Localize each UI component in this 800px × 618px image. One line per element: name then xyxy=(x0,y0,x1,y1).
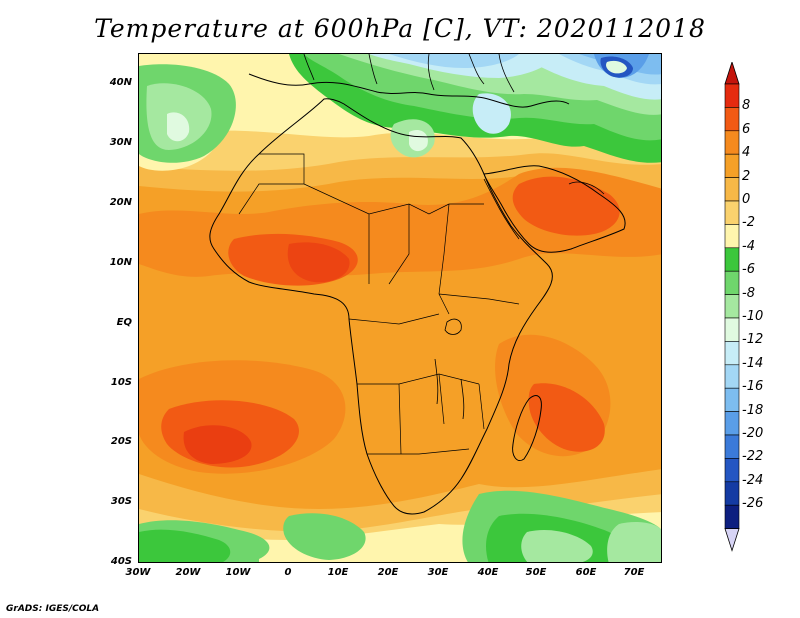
country-borders xyxy=(238,153,520,455)
hottest-south-atlantic xyxy=(183,425,252,464)
colorbar-label: -8 xyxy=(742,285,755,301)
red-sea xyxy=(483,178,520,240)
colorbar-box xyxy=(724,387,740,412)
temperature-field-map xyxy=(139,54,661,562)
lon-label-60e: 60E xyxy=(575,567,597,578)
colorbar-box xyxy=(724,224,740,249)
green-south-mid xyxy=(283,513,366,560)
lat-label-eq: EQ xyxy=(116,317,132,328)
colorbar-label: 6 xyxy=(742,121,751,137)
colorbar-box xyxy=(724,130,740,155)
lon-label-10w: 10W xyxy=(225,567,251,578)
colorbar-box xyxy=(724,481,740,506)
lightgreen-south-east xyxy=(521,529,593,562)
pale-nw-atlantic xyxy=(167,112,190,142)
colorbar-box xyxy=(724,411,740,436)
map-plot-area xyxy=(138,53,662,563)
colorbar-label: -10 xyxy=(742,309,764,324)
colorbar-box xyxy=(724,153,740,178)
colorbar-label: -2 xyxy=(742,215,755,231)
colorbar-box xyxy=(724,434,740,459)
lon-label-70e: 70E xyxy=(623,567,645,578)
colorbar-box xyxy=(724,317,740,342)
lon-label-10e: 10E xyxy=(327,567,349,578)
lightblue-europe xyxy=(389,54,519,68)
lat-label-20n: 20N xyxy=(109,197,132,208)
persian-gulf xyxy=(568,181,605,195)
colorbar-label: 0 xyxy=(742,192,751,207)
colorbar-box xyxy=(724,341,740,366)
lat-label-10s: 10S xyxy=(110,377,132,388)
colorbar-label: -6 xyxy=(742,262,755,278)
lon-label-30w: 30W xyxy=(125,567,151,578)
mediterranean-coast xyxy=(248,73,570,108)
hot-indian-ocean xyxy=(528,383,605,452)
colorbar-box xyxy=(724,177,740,202)
pale-libya xyxy=(409,129,428,152)
colorbar-label: 8 xyxy=(742,98,751,114)
chart-title: Temperature at 600hPa [C], VT: 202011201… xyxy=(94,14,706,43)
colorbar-top-cap xyxy=(724,62,740,85)
colorbar-box xyxy=(724,200,740,225)
colorbar-label: -4 xyxy=(742,238,755,254)
lat-label-40n: 40N xyxy=(109,77,132,88)
colorbar-box xyxy=(724,294,740,319)
colorbar-label: 4 xyxy=(742,145,751,161)
colorbar-bottom-cap xyxy=(724,528,740,552)
colorbar-label: -20 xyxy=(742,426,764,441)
darkgreen-south-west xyxy=(139,529,231,562)
colorbar-label: -14 xyxy=(742,355,764,371)
colorbar-box xyxy=(724,83,740,108)
colorbar-label: -18 xyxy=(742,402,764,418)
colorbar-label: -22 xyxy=(742,449,764,465)
lat-label-20s: 20S xyxy=(110,436,132,447)
lon-label-50e: 50E xyxy=(525,567,547,578)
lat-label-30s: 30S xyxy=(110,496,132,507)
africa-coastline xyxy=(209,98,553,515)
colorbar-label: -26 xyxy=(742,496,764,512)
madagascar-outline xyxy=(512,395,542,461)
lon-label-30e: 30E xyxy=(427,567,449,578)
lon-label-0: 0 xyxy=(284,567,292,578)
colorbar-box xyxy=(724,107,740,132)
colorbar-label: -24 xyxy=(742,472,764,488)
hottest-nigeria xyxy=(287,242,350,283)
colorbar-box xyxy=(724,247,740,272)
hot-arabia xyxy=(512,176,620,236)
colorbar-label: 2 xyxy=(742,168,751,184)
lat-label-30n: 30N xyxy=(109,137,132,148)
lightgreen-far-south-east xyxy=(607,522,661,562)
pale-center-caspian xyxy=(606,60,627,74)
colorbar-box xyxy=(724,270,740,295)
lon-label-20e: 20E xyxy=(377,567,399,578)
colorbar-label: -12 xyxy=(742,332,764,348)
hot-west-africa xyxy=(228,233,358,286)
colorbar xyxy=(724,62,740,552)
colorbar-box xyxy=(724,458,740,483)
europe-borders xyxy=(303,54,515,93)
lon-label-40e: 40E xyxy=(477,567,499,578)
colorbar-box xyxy=(724,364,740,389)
lat-label-10n: 10N xyxy=(109,257,132,268)
lake-victoria xyxy=(444,318,462,335)
colorbar-label: -16 xyxy=(742,379,764,395)
colorbar-boxes xyxy=(724,62,740,552)
rift-lakes xyxy=(434,358,465,420)
arabia-outline xyxy=(483,165,626,253)
grads-credit: GrADS: IGES/COLA xyxy=(6,604,100,614)
lon-label-20w: 20W xyxy=(175,567,201,578)
colorbar-box xyxy=(724,504,740,529)
lat-label-40s: 40S xyxy=(110,556,132,567)
